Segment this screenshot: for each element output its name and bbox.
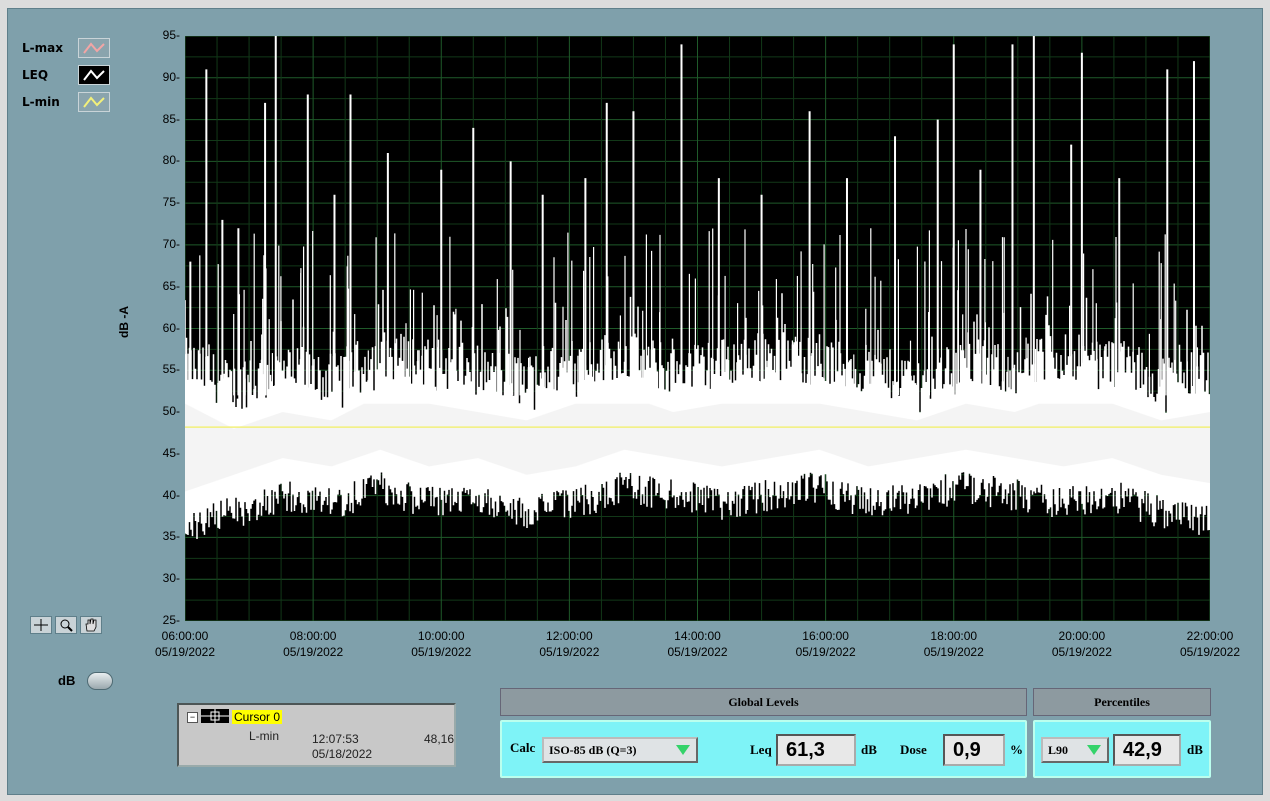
x-tick-date: 05/19/2022	[1179, 645, 1241, 659]
x-tick-date: 05/19/2022	[411, 645, 472, 659]
line-style-icon	[78, 92, 110, 112]
x-tick-time: 10:00:00	[417, 629, 465, 643]
x-tick-date: 05/19/2022	[283, 645, 344, 659]
x-tick-date: 05/19/2022	[154, 645, 216, 659]
leq-label: Leq	[750, 742, 772, 757]
line-style-icon	[78, 38, 110, 58]
x-tick-label: 14:00:00 05/19/2022	[653, 628, 743, 660]
leq-series-core	[185, 403, 1210, 492]
y-tick-label: 95-	[162, 28, 180, 42]
x-tick-date: 05/19/2022	[539, 645, 600, 659]
x-tick-label: 06:00:00 05/19/2022	[140, 628, 230, 660]
legend-label: L-max	[22, 41, 63, 55]
cursor-name[interactable]: Cursor 0	[232, 710, 283, 724]
calc-standard-value: ISO-85 dB (Q=3)	[549, 743, 637, 757]
x-tick-time: 18:00:00	[930, 629, 978, 643]
x-tick-time: 12:00:00	[546, 629, 593, 643]
x-tick-label: 08:00:00 05/19/2022	[268, 628, 358, 660]
y-tick-label: 30-	[162, 571, 180, 586]
cursor-move-tool-icon[interactable]	[30, 616, 52, 634]
x-tick-label: 10:00:00 05/19/2022	[396, 628, 486, 660]
y-tick-label: 45-	[162, 445, 180, 460]
dropdown-arrow-icon	[676, 745, 690, 755]
percentile-value-display: 42,9	[1113, 734, 1181, 766]
calc-standard-dropdown[interactable]: ISO-85 dB (Q=3)	[542, 737, 698, 763]
cursor-time: 12:07:53	[312, 732, 359, 746]
x-tick-label: 22:00:00 05/19/2022	[1165, 628, 1255, 660]
y-tick-label: 60-	[162, 320, 180, 335]
y-tick-label: 70-	[162, 236, 180, 251]
y-tick-label: 35-	[162, 529, 180, 544]
legend-item-lmin[interactable]: L-min	[22, 90, 110, 114]
percentile-selector-value: L90	[1048, 743, 1069, 757]
y-tick-label: 25-	[162, 613, 180, 627]
y-tick-label: 50-	[162, 404, 180, 419]
line-style-icon	[78, 65, 110, 85]
chart-canvas	[185, 36, 1210, 621]
legend-item-leq[interactable]: LEQ	[22, 63, 110, 87]
x-tick-label: 16:00:00 05/19/2022	[781, 628, 871, 660]
y-axis-label: dB -A	[117, 306, 131, 338]
y-tick-label: 90-	[162, 69, 180, 84]
x-tick-time: 20:00:00	[1058, 629, 1106, 643]
cursor-date: 05/18/2022	[312, 747, 373, 761]
cursor-legend: − Cursor 0 L-min 12:07:53 05/18/2022 48,…	[177, 703, 456, 767]
global-levels-panel: Calc ISO-85 dB (Q=3) Leq 61,3 dB Dose 0,…	[500, 720, 1027, 778]
db-toggle-switch[interactable]	[87, 672, 113, 690]
x-tick-date: 05/19/2022	[923, 645, 984, 659]
x-tick-time: 16:00:00	[802, 629, 849, 643]
y-tick-label: 65-	[162, 278, 180, 293]
x-tick-time: 06:00:00	[161, 629, 209, 643]
cursor-value: 48,16	[424, 732, 455, 746]
y-tick-label: 80-	[162, 153, 180, 168]
global-levels-header: Global Levels	[500, 688, 1027, 716]
pan-hand-icon[interactable]	[80, 616, 102, 634]
zoom-tool-icon[interactable]	[55, 616, 77, 634]
cursor-style-icon	[201, 709, 229, 723]
y-tick-label: 40-	[162, 487, 180, 502]
dose-value-display: 0,9	[943, 734, 1005, 766]
leq-unit: dB	[861, 742, 877, 757]
legend-item-lmax[interactable]: L-max	[22, 36, 110, 60]
y-tick-label: 85-	[162, 111, 180, 126]
percentiles-panel: L90 42,9 dB	[1033, 720, 1211, 778]
dose-unit: %	[1010, 742, 1023, 757]
x-tick-date: 05/19/2022	[1051, 645, 1112, 659]
leq-value-display: 61,3	[776, 734, 856, 766]
x-tick-label: 12:00:00 05/19/2022	[524, 628, 614, 660]
cursor-plot-name: L-min	[249, 729, 280, 743]
x-tick-label: 18:00:00 05/19/2022	[909, 628, 999, 660]
dropdown-arrow-icon	[1087, 745, 1101, 755]
db-toggle-label: dB	[58, 673, 76, 688]
legend-label: L-min	[22, 95, 60, 109]
x-tick-time: 08:00:00	[289, 629, 337, 643]
dose-label: Dose	[900, 742, 927, 757]
graph-tool-palette	[30, 616, 102, 634]
waveform-chart[interactable]	[185, 36, 1210, 621]
y-tick-label: 55-	[162, 362, 180, 377]
x-tick-label: 20:00:00 05/19/2022	[1037, 628, 1127, 660]
x-tick-date: 05/19/2022	[795, 645, 856, 659]
percentile-unit: dB	[1187, 742, 1203, 757]
x-tick-time: 22:00:00	[1186, 629, 1234, 643]
x-tick-time: 14:00:00	[674, 629, 721, 643]
percentile-selector[interactable]: L90	[1041, 737, 1109, 763]
collapse-icon[interactable]: −	[187, 712, 198, 723]
legend-label: LEQ	[22, 68, 49, 82]
x-tick-date: 05/19/2022	[667, 645, 728, 659]
percentiles-header: Percentiles	[1033, 688, 1211, 716]
y-tick-label: 75-	[162, 195, 180, 210]
calc-label: Calc	[510, 740, 536, 755]
